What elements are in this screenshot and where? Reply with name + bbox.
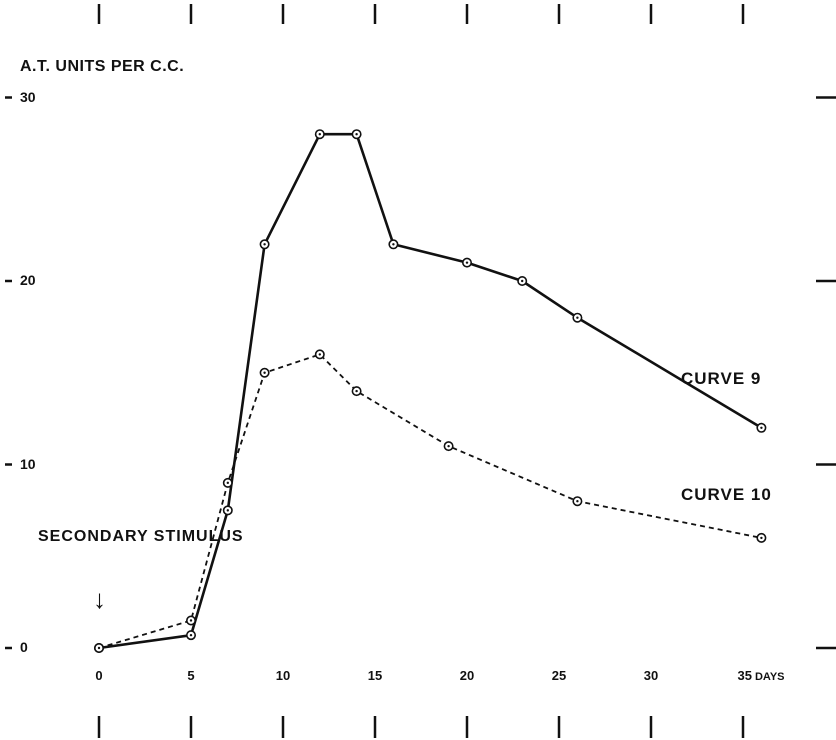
x-axis-label: DAYS — [754, 671, 785, 683]
data-point-center — [447, 444, 450, 448]
stimulus-annotation: SECONDARY STIMULUS — [38, 527, 244, 547]
series-line-curve-10 — [98, 353, 762, 649]
data-point-center — [760, 536, 763, 540]
data-point-center — [465, 261, 469, 264]
data-point-center — [263, 371, 266, 374]
x-tick-label: 5 — [187, 668, 195, 683]
y-tick-label: 10 — [20, 455, 36, 472]
y-tick-label: 20 — [20, 272, 36, 288]
data-point-center — [318, 133, 321, 136]
y-axis-label: A.T. UNITS PER C.C. — [20, 58, 185, 75]
data-point-center — [576, 316, 579, 319]
data-point-center — [355, 133, 358, 136]
down-arrow-icon: ↓ — [93, 584, 106, 614]
x-tick-label-last: 35 DAYS — [737, 668, 784, 683]
data-point-center — [226, 509, 229, 512]
data-point-center — [97, 646, 101, 650]
data-point-center — [392, 243, 395, 246]
x-tick-value: 35 — [737, 668, 752, 683]
series-lines — [98, 132, 763, 650]
data-point-center — [189, 619, 193, 622]
data-point-center — [576, 500, 579, 503]
x-tick-label: 15 — [367, 668, 383, 683]
data-point-center — [760, 426, 763, 429]
data-point-center — [318, 353, 321, 356]
x-tick-label: 20 — [459, 668, 475, 683]
data-point-center — [263, 243, 266, 246]
x-tick-label: 10 — [275, 668, 291, 683]
y-tick-label: 30 — [20, 88, 36, 105]
data-point-center — [226, 481, 229, 485]
series-label-curve-10: CURVE 10 — [681, 484, 772, 504]
frame-ticks — [5, 4, 836, 738]
x-tick-label: 30 — [643, 668, 659, 683]
data-point-center — [355, 389, 358, 393]
data-point-center — [521, 279, 524, 283]
x-tick-label: 25 — [551, 668, 567, 683]
stimulus-annotation-text: SECONDARY STIMULUS — [38, 528, 244, 545]
y-tick-label: 0 — [20, 639, 28, 655]
series-label-curve-9: CURVE 9 — [681, 369, 762, 389]
series-points — [94, 129, 767, 653]
data-point-center — [189, 633, 193, 637]
x-tick-label: 0 — [95, 668, 103, 683]
series-line-curve-9 — [98, 132, 763, 650]
